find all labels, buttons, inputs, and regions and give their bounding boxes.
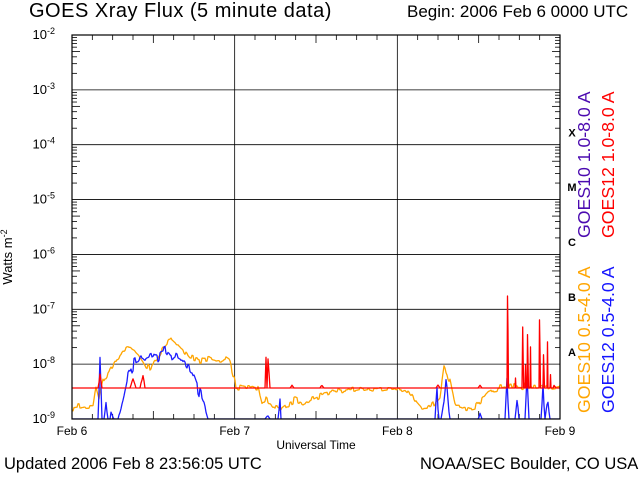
svg-text:Feb 7: Feb 7: [219, 424, 250, 438]
svg-text:Feb 6: Feb 6: [57, 424, 88, 438]
svg-text:Feb 8: Feb 8: [382, 424, 413, 438]
svg-text:Watts m-2: Watts m-2: [0, 229, 15, 284]
svg-text:GOES Xray Flux (5 minute data): GOES Xray Flux (5 minute data): [29, 0, 332, 22]
svg-text:Begin: 2006 Feb 6 0000 UTC: Begin: 2006 Feb 6 0000 UTC: [407, 2, 628, 21]
svg-text:GOES10 0.5-4.0 A: GOES10 0.5-4.0 A: [574, 266, 594, 413]
svg-text:GOES12 1.0-8.0 A: GOES12 1.0-8.0 A: [598, 91, 618, 238]
svg-text:GOES10 1.0-8.0 A: GOES10 1.0-8.0 A: [574, 91, 594, 238]
svg-text:Universal Time: Universal Time: [276, 438, 356, 452]
svg-text:NOAA/SEC Boulder, CO USA: NOAA/SEC Boulder, CO USA: [420, 455, 638, 473]
svg-text:GOES12 0.5-4.0 A: GOES12 0.5-4.0 A: [598, 266, 618, 413]
svg-text:Feb 9: Feb 9: [545, 424, 576, 438]
svg-text:Updated 2006 Feb 8 23:56:05 U: Updated 2006 Feb 8 23:56:05 UTC: [4, 455, 262, 473]
